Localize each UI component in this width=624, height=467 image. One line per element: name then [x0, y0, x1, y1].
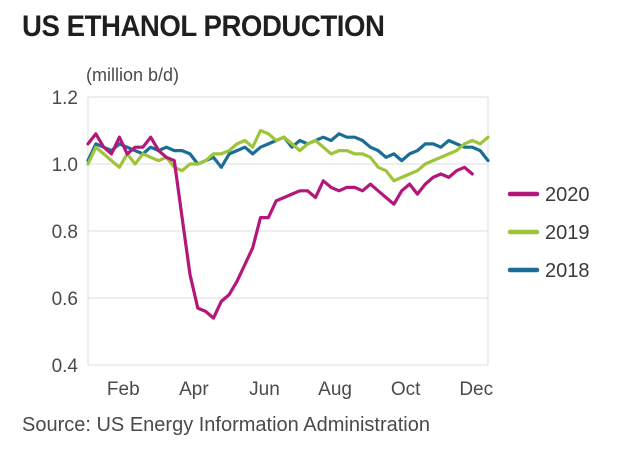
y-tick-label: 1.2 — [52, 88, 78, 109]
x-tick-label: Dec — [459, 379, 493, 400]
series-line-2020 — [86, 132, 474, 320]
y-tick-label: 0.8 — [52, 222, 78, 243]
x-tick-label: Aug — [318, 379, 352, 400]
x-tick-label: Apr — [179, 379, 209, 400]
y-tick-label: 1.0 — [52, 155, 78, 176]
y-axis-unit-label: (million b/d) — [86, 65, 179, 85]
x-tick-label: Jun — [249, 379, 280, 400]
series-lines — [86, 128, 490, 320]
legend-label-2019: 2019 — [545, 222, 590, 244]
legend-label-2018: 2018 — [545, 260, 590, 282]
x-tick-label: Oct — [391, 379, 421, 400]
chart-title: US ETHANOL PRODUCTION — [22, 10, 385, 43]
x-axis-ticks: Feb Apr Jun Aug Oct Dec — [107, 379, 493, 400]
x-tick-label: Feb — [107, 379, 140, 400]
legend: 2020 2019 2018 — [507, 184, 590, 282]
series-line-2019 — [86, 128, 490, 183]
source-note: Source: US Energy Information Administra… — [22, 414, 430, 436]
legend-label-2020: 2020 — [545, 184, 590, 206]
y-tick-label: 0.6 — [52, 289, 78, 310]
y-tick-label: 0.4 — [52, 356, 79, 377]
y-axis-ticks: 0.4 0.6 0.8 1.0 1.2 — [52, 88, 79, 377]
gridlines — [87, 96, 489, 366]
